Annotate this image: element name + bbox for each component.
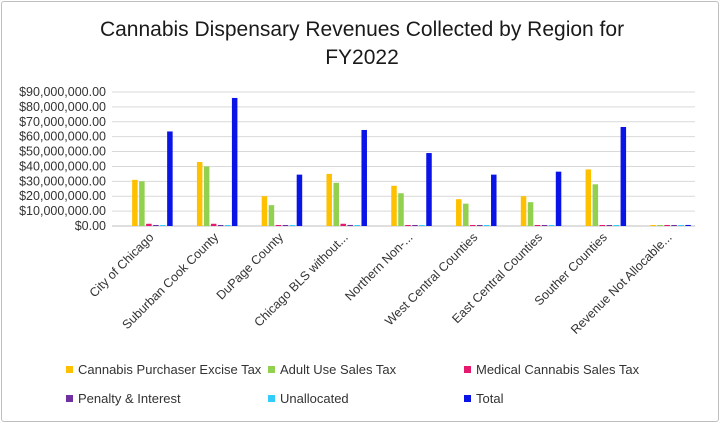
bar bbox=[555, 171, 562, 226]
bar bbox=[361, 129, 367, 226]
bar bbox=[664, 225, 670, 226]
bar bbox=[203, 166, 210, 226]
bar bbox=[146, 223, 152, 226]
legend-label: Cannabis Purchaser Excise Tax bbox=[78, 362, 262, 377]
bar bbox=[585, 169, 592, 226]
legend-item: Total bbox=[464, 391, 503, 406]
legend-item: Cannabis Purchaser Excise Tax bbox=[66, 362, 261, 377]
bar bbox=[534, 225, 541, 226]
bar bbox=[405, 225, 411, 226]
bar bbox=[527, 202, 534, 226]
y-tick-label: $90,000,000.00 bbox=[19, 85, 106, 99]
bar bbox=[419, 225, 425, 226]
y-tick-label: $0.00 bbox=[75, 219, 106, 233]
bar bbox=[210, 223, 217, 226]
y-tick-label: $20,000,000.00 bbox=[19, 189, 106, 203]
bar bbox=[678, 225, 684, 226]
legend-swatch bbox=[464, 366, 471, 373]
legend-item: Adult Use Sales Tax bbox=[268, 362, 396, 377]
chart-title: Cannabis Dispensary Revenues Collected b… bbox=[99, 18, 625, 69]
bar bbox=[599, 225, 606, 226]
legend-swatch bbox=[268, 395, 275, 402]
bar bbox=[484, 225, 490, 226]
bar bbox=[412, 225, 418, 226]
bar bbox=[282, 225, 289, 226]
y-tick-label: $30,000,000.00 bbox=[19, 174, 106, 188]
bar bbox=[426, 153, 432, 226]
bar bbox=[685, 224, 691, 226]
x-tick-label: City of Chicago bbox=[87, 230, 157, 300]
bar bbox=[657, 225, 663, 226]
y-tick-label: $10,000,000.00 bbox=[19, 204, 106, 218]
legend-swatch bbox=[268, 366, 275, 373]
bar bbox=[167, 131, 173, 226]
bar bbox=[398, 193, 404, 226]
y-tick-label: $70,000,000.00 bbox=[19, 115, 106, 129]
bar bbox=[132, 179, 138, 226]
bar bbox=[275, 225, 282, 226]
x-tick-label: DuPage County bbox=[214, 230, 287, 303]
legend-label: Total bbox=[476, 391, 504, 406]
bar bbox=[340, 223, 346, 226]
bar bbox=[354, 225, 360, 226]
y-tick-label: $60,000,000.00 bbox=[19, 130, 106, 144]
bar bbox=[160, 225, 166, 226]
bar bbox=[463, 203, 469, 226]
legend-label: Unallocated bbox=[280, 391, 349, 406]
legend-item: Penalty & Interest bbox=[66, 391, 181, 406]
bar bbox=[548, 225, 555, 226]
bar bbox=[470, 225, 476, 226]
bar bbox=[224, 225, 231, 226]
bar bbox=[491, 174, 497, 226]
bar bbox=[520, 196, 527, 226]
legend-swatch bbox=[66, 366, 73, 373]
legend-item: Medical Cannabis Sales Tax bbox=[464, 362, 639, 377]
x-tick-label: Northern Non-... bbox=[342, 230, 415, 303]
y-tick-label: $50,000,000.00 bbox=[19, 145, 106, 159]
bar bbox=[347, 224, 353, 226]
bar bbox=[592, 184, 599, 226]
legend-item: Unallocated bbox=[268, 391, 349, 406]
y-tick-label: $80,000,000.00 bbox=[19, 100, 106, 114]
bar bbox=[606, 225, 613, 226]
bar bbox=[231, 97, 238, 226]
bar bbox=[456, 199, 462, 226]
bar bbox=[650, 225, 656, 226]
bar bbox=[289, 225, 296, 226]
bar bbox=[613, 225, 620, 226]
bar bbox=[296, 174, 303, 226]
bar bbox=[541, 225, 548, 226]
bar bbox=[326, 173, 332, 226]
legend-label: Medical Cannabis Sales Tax bbox=[476, 362, 640, 377]
bar bbox=[196, 161, 203, 226]
bar bbox=[391, 185, 397, 226]
legend-swatch bbox=[66, 395, 73, 402]
bar bbox=[268, 205, 275, 226]
legend-swatch bbox=[464, 395, 471, 402]
bar bbox=[261, 196, 268, 226]
y-tick-label: $40,000,000.00 bbox=[19, 159, 106, 173]
bar bbox=[139, 181, 145, 226]
bar bbox=[217, 225, 224, 226]
bar bbox=[153, 225, 159, 226]
bar bbox=[477, 225, 483, 226]
bar bbox=[620, 126, 627, 226]
legend-label: Penalty & Interest bbox=[78, 391, 181, 406]
bar bbox=[333, 182, 339, 226]
legend-label: Adult Use Sales Tax bbox=[280, 362, 397, 377]
bar bbox=[671, 225, 677, 226]
